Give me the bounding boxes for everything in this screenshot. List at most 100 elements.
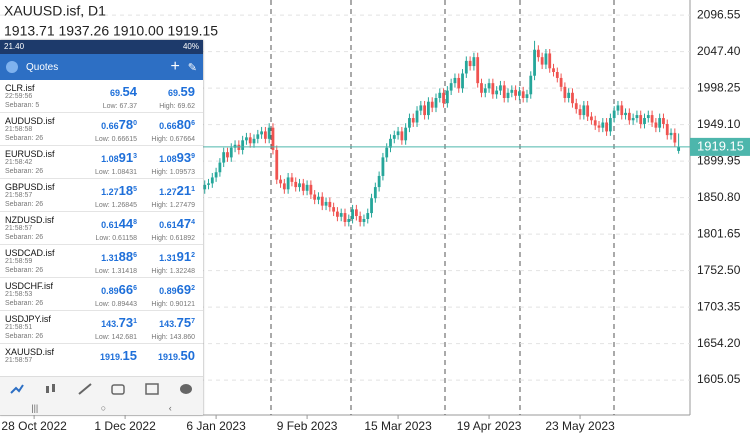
time: 21:58:59 [5, 258, 33, 265]
symbol: EURUSD.isf [5, 149, 55, 159]
bid-part: 73 [118, 315, 134, 330]
candle-body [601, 122, 605, 128]
candle-body [339, 213, 343, 217]
low: Low: 67.37 [102, 103, 137, 110]
ask-part: 7 [191, 318, 195, 325]
candle-body [627, 112, 631, 121]
bid-part: 0.89 [101, 286, 119, 296]
ohlc-text: 1913.71 1937.26 1910.00 1919.15 [4, 23, 218, 39]
recent-button[interactable]: ||| [31, 403, 39, 413]
candle-body [677, 146, 681, 151]
header: Quotes + ✎ [0, 54, 203, 80]
symbol: XAUUSD.isf [5, 347, 55, 357]
candle-body [229, 147, 233, 158]
ask-part: 0.66 [159, 121, 177, 131]
bid-price: 143.731 [101, 315, 137, 330]
tab-chat[interactable] [179, 383, 193, 395]
time: 21:58:57 [5, 192, 33, 199]
candle-body [506, 92, 510, 98]
tab-trade[interactable] [77, 383, 92, 395]
tab-history[interactable] [111, 383, 126, 395]
candle-body [499, 85, 502, 91]
low: Low: 1.08431 [94, 169, 137, 176]
bid-part: 18 [118, 183, 134, 198]
candle-body [377, 175, 381, 188]
ask-part: 69. [168, 88, 181, 98]
candle-body [438, 92, 442, 98]
quote-row[interactable]: USDJPY.isf 21:58:51 Sebaran: 26 143.731 143.… [0, 311, 203, 344]
ask-price: 1.31912 [159, 249, 195, 264]
quote-row[interactable]: NZDUSD.isf 21:58:57 Sebaran: 26 0.61448 0.61… [0, 212, 203, 245]
tab-news[interactable] [145, 383, 159, 395]
candle-body [597, 125, 601, 128]
candle-body [472, 57, 476, 67]
candle-body [328, 201, 332, 208]
y-tick-label: 1850.80 [697, 190, 741, 204]
high: High: 1.32248 [151, 268, 195, 275]
spread: Sebaran: 26 [5, 135, 44, 142]
candle-body [529, 75, 533, 95]
candle-body [245, 137, 248, 141]
quote-row[interactable]: EURUSD.isf 21:58:42 Sebaran: 26 1.08913 1.08… [0, 146, 203, 179]
edit-button[interactable]: ✎ [187, 61, 197, 74]
bid-part: 0 [133, 120, 137, 127]
time: 21:58:58 [5, 126, 33, 133]
candle-body [643, 118, 646, 124]
quote-row[interactable]: USDCHF.isf 21:58:53 Sebaran: 26 0.89666 0.89… [0, 278, 203, 311]
candle-body [548, 53, 552, 69]
candle-body [271, 127, 275, 150]
home-button[interactable]: ○ [100, 403, 107, 413]
system-nav: ||| ○ ‹ [0, 401, 203, 415]
low: Low: 142.681 [94, 334, 137, 341]
bid-part: 54 [122, 84, 137, 99]
candle-body [222, 152, 226, 163]
candle-body [442, 92, 445, 104]
candle-body [218, 162, 222, 173]
ask-part: 47 [176, 216, 192, 231]
candle-body [248, 137, 252, 144]
candle-body [332, 207, 336, 212]
quote-row[interactable]: AUDUSD.isf 21:58:58 Sebaran: 26 0.66780 0.66… [0, 113, 203, 146]
symbol: GBPUSD.isf [5, 182, 55, 192]
candle-body [298, 183, 301, 188]
bid-price: 0.89666 [101, 282, 137, 297]
bid-part: 1919. [100, 352, 123, 362]
candle-body [396, 131, 400, 136]
candle-body [294, 181, 298, 188]
candle-body [555, 72, 559, 78]
candle-body [354, 209, 358, 217]
candle-body [324, 201, 328, 206]
add-button[interactable]: + [170, 58, 180, 75]
candle-body [256, 134, 260, 139]
candle-body [400, 131, 404, 141]
candle-body [476, 57, 480, 84]
symbol: USDJPY.isf [5, 314, 51, 324]
candle-body [578, 109, 582, 116]
low: Low: 1.31418 [94, 268, 137, 275]
back-button[interactable]: ‹ [168, 403, 172, 413]
quote-row[interactable]: XAUUSD.isf 21:58:57 1919.15 1919.50 [0, 344, 203, 376]
high: High: 1.09573 [151, 169, 195, 176]
y-tick-label: 2096.55 [697, 7, 741, 21]
candle-body [210, 177, 214, 184]
tab-chart[interactable] [44, 383, 58, 395]
ask-price: 69.59 [168, 84, 195, 99]
candle-body [260, 131, 263, 135]
quote-row[interactable]: CLR.isf 22:59:56 Sebaran: 5 69.54 69.59 Low: … [0, 80, 203, 113]
ask-price: 143.757 [159, 315, 195, 330]
title: Quotes [26, 61, 59, 73]
ask-price: 1.27211 [159, 183, 195, 198]
high: High: 0.67664 [151, 136, 195, 143]
candle-body [639, 115, 643, 124]
candle-body [392, 135, 396, 139]
ask-part: 143. [159, 319, 177, 329]
spread: Sebaran: 26 [5, 168, 44, 175]
quote-row[interactable]: USDCAD.isf 21:58:59 Sebaran: 26 1.31886 1.31… [0, 245, 203, 278]
time: 21:58:57 [5, 225, 33, 232]
ask-part: 1919. [158, 352, 181, 362]
candle-body [381, 157, 385, 176]
candle-body [453, 77, 457, 84]
price-label: 1919.15 [697, 138, 744, 153]
quote-row[interactable]: GBPUSD.isf 21:58:57 Sebaran: 26 1.27185 1.27… [0, 179, 203, 212]
tab-quotes[interactable] [10, 383, 24, 395]
